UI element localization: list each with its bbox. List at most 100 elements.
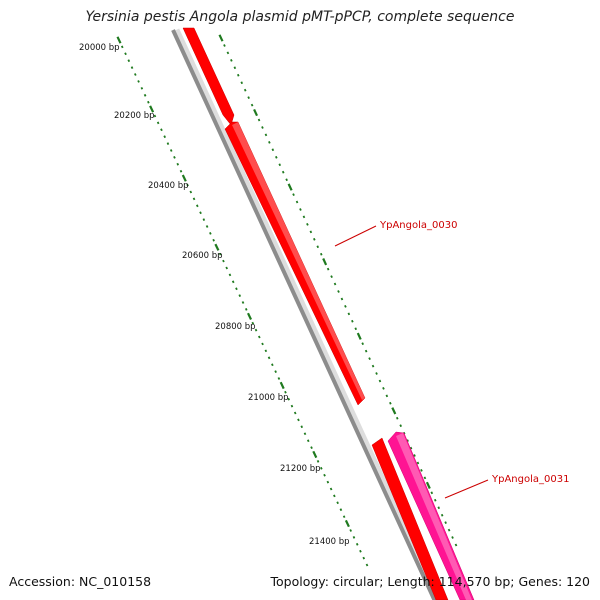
minor-tick [271, 148, 275, 152]
minor-tick [271, 363, 274, 367]
outer-tick-track [218, 34, 458, 547]
tick-label: 20400 bp [148, 181, 189, 191]
minor-tick [309, 230, 313, 234]
minor-tick [451, 536, 454, 539]
minor-tick [413, 454, 416, 457]
minor-tick [423, 476, 427, 480]
minor-tick [143, 93, 147, 97]
minor-tick [160, 128, 163, 132]
tick-label: 20200 bp [114, 111, 155, 121]
minor-tick [300, 425, 304, 429]
gene-label-0031[interactable]: YpAngola_0031 [444, 474, 569, 499]
minor-tick [310, 446, 313, 449]
minor-tick [355, 542, 359, 546]
minor-tick [226, 51, 230, 55]
minor-tick [202, 218, 206, 221]
minor-tick [212, 238, 215, 242]
minor-tick [166, 142, 170, 145]
gene-arrow-ypangola-0030[interactable] [224, 121, 366, 406]
gene-arrow-edge-highlight [232, 122, 365, 400]
minor-tick [223, 44, 226, 47]
backbone-line [171, 29, 437, 600]
minor-tick [361, 342, 365, 346]
minor-tick [236, 73, 240, 77]
accession-text: Accession: NC_010158 [9, 574, 152, 589]
minor-tick [330, 275, 333, 279]
gene-arrow-edge-highlight-2 [396, 433, 472, 600]
minor-tick [326, 480, 330, 484]
minor-tick [127, 59, 131, 63]
minor-tick [454, 543, 458, 547]
minor-tick [257, 118, 261, 122]
minor-tick [329, 487, 333, 491]
major-tick [312, 450, 318, 459]
minor-tick [333, 494, 336, 498]
minor-tick [230, 59, 233, 62]
backbone-shadow [172, 28, 442, 600]
minor-tick [336, 501, 339, 505]
minor-tick [261, 126, 264, 129]
minor-tick [120, 45, 124, 49]
minor-tick [323, 473, 326, 477]
minor-tick [218, 252, 222, 256]
gene-label-text-0031: YpAngola_0031 [491, 474, 569, 485]
minor-tick [247, 96, 250, 99]
minor-tick [235, 287, 238, 291]
minor-tick [169, 149, 173, 152]
minor-tick [225, 266, 229, 270]
minor-tick [371, 364, 375, 368]
inner-tick-track [116, 36, 369, 567]
gene-arrow-downstream[interactable] [371, 437, 449, 600]
minor-tick [303, 432, 307, 436]
minor-tick [153, 114, 157, 118]
major-tick [322, 258, 328, 266]
minor-tick [389, 401, 392, 405]
minor-tick [156, 121, 160, 125]
minor-tick [124, 52, 127, 56]
minor-tick [241, 301, 245, 304]
minor-tick [199, 211, 202, 215]
minor-tick [302, 215, 306, 219]
minor-tick [354, 327, 358, 331]
gene-label-leader-0031 [444, 479, 489, 499]
minor-tick [209, 232, 212, 235]
map-title: Yersinia pestis Angola plasmid pMT-pPCP,… [85, 9, 515, 25]
minor-tick [433, 498, 437, 502]
minor-tick [447, 528, 451, 532]
minor-tick [176, 162, 180, 166]
minor-tick [406, 439, 409, 442]
minor-tick [274, 370, 277, 373]
minor-tick [378, 379, 382, 383]
minor-tick [352, 536, 356, 539]
minor-tick [293, 411, 297, 415]
major-tick [247, 312, 252, 320]
minor-tick [179, 169, 183, 173]
minor-tick [205, 225, 209, 228]
minor-tick [351, 319, 354, 323]
minor-tick [295, 200, 299, 204]
minor-tick [244, 308, 248, 311]
tick-label: 20800 bp [215, 322, 256, 332]
gene-label-0030[interactable]: YpAngola_0030 [334, 220, 457, 247]
minor-tick [254, 328, 258, 332]
minor-tick [251, 321, 255, 325]
gene-arrow-upstream[interactable] [182, 27, 235, 126]
minor-tick [368, 357, 371, 361]
minor-tick [147, 100, 150, 104]
tick-label: 20600 bp [182, 251, 223, 261]
sequence-summary-text: Topology: circular; Length: 114,570 bp; … [270, 574, 591, 589]
minor-tick [364, 349, 368, 353]
minor-tick [382, 387, 385, 390]
minor-tick [238, 294, 242, 297]
minor-tick [326, 267, 330, 271]
tick-label: 21000 bp [248, 393, 289, 403]
gene-features [182, 27, 475, 600]
minor-tick [173, 156, 176, 159]
minor-tick [231, 280, 235, 284]
minor-tick [416, 461, 420, 465]
minor-tick [140, 87, 144, 90]
minor-tick [277, 377, 281, 380]
minor-tick [292, 193, 295, 196]
minor-tick [243, 88, 247, 92]
minor-tick [316, 460, 320, 463]
